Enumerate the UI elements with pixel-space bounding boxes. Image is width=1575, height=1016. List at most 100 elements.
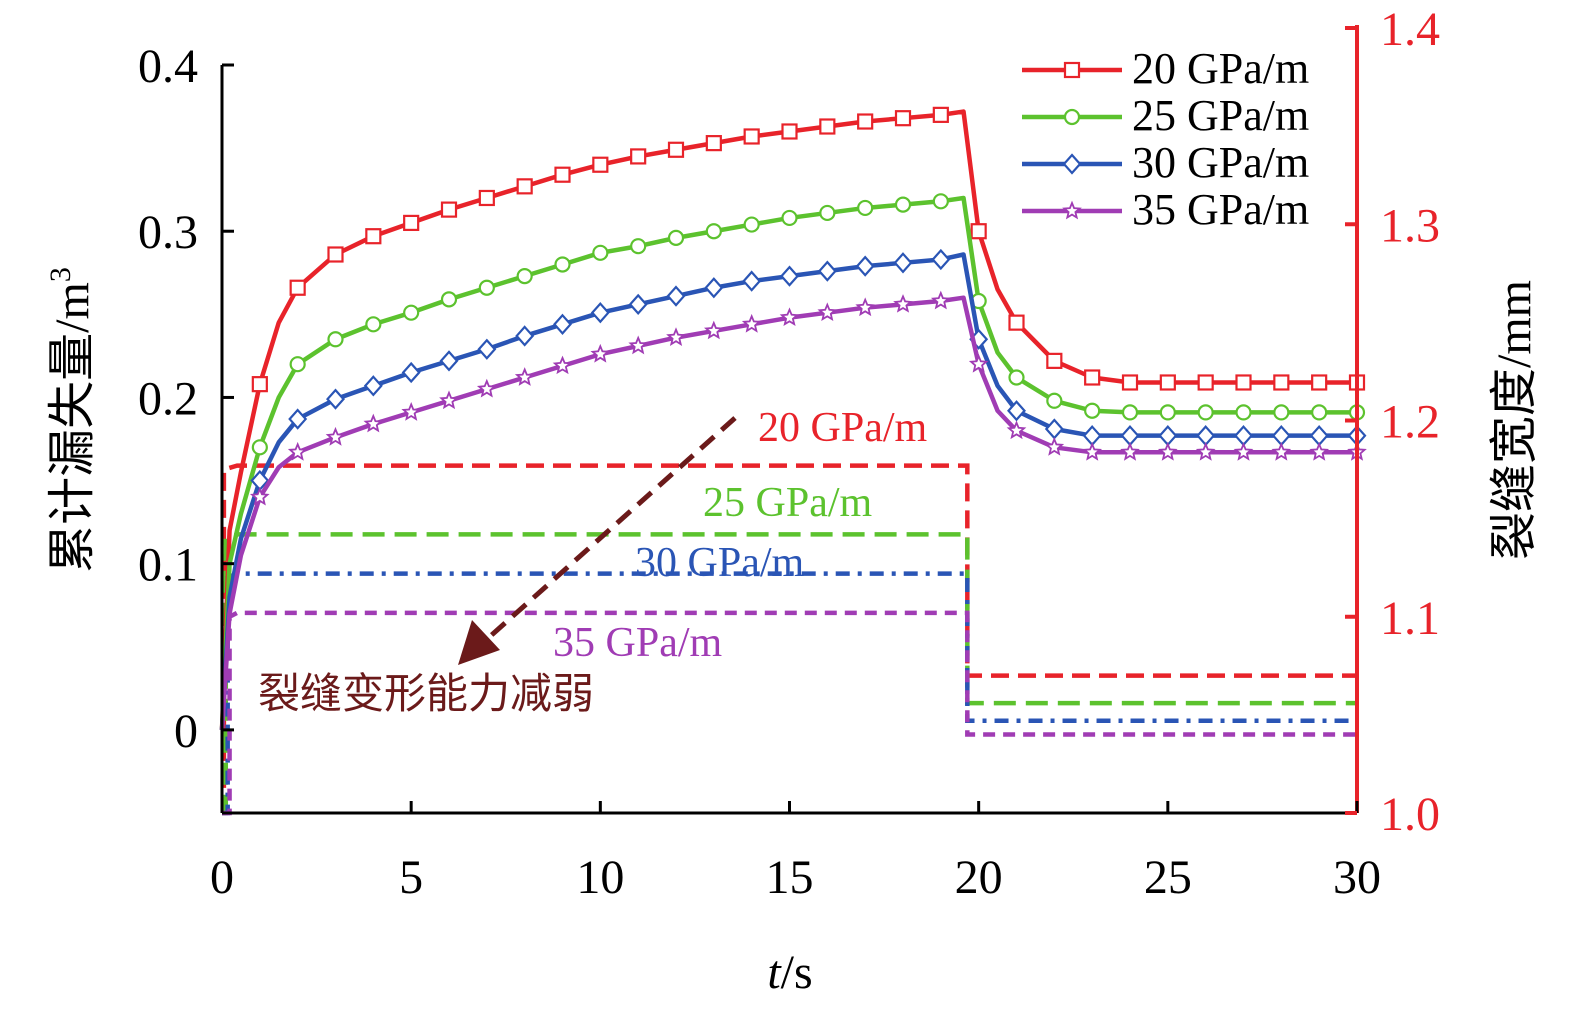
leakage-point-25-16 [705,223,722,240]
leakage-point-20-31 [1197,374,1214,391]
x-tick-label-6: 30 [1333,851,1381,904]
leakage-point-35-14 [628,335,649,355]
leakage-point-35-8 [401,402,422,421]
leakage-point-30-33 [1271,425,1291,447]
leakage-point-35-29 [1120,441,1140,461]
leakage-point-30-31 [1196,425,1216,447]
x-tick-label-1: 5 [399,851,423,904]
leakage-point-35-28 [1082,441,1103,461]
leakage-point-35-32 [1233,441,1254,461]
leakage-point-35-27 [1044,436,1065,456]
leakage-point-30-15 [666,285,686,307]
leakage-point-35-34 [1309,441,1330,461]
legend-marker-30 [1062,153,1082,175]
leakage-point-25-33 [1273,404,1290,421]
x-tick-label-4: 20 [955,851,1003,904]
leakage-point-30-27 [1044,418,1064,440]
ticks: 0 5 10 15 20 25 30 0 0.1 0.2 0.3 0.4 1.0 1.1 1.2 1.3 1.4 [138,3,1440,904]
leakage-point-25-29 [1121,404,1139,421]
width-label-30: 30 GPa/m [635,540,805,586]
leakage-point-35-21 [893,294,913,313]
leakage-point-35-26 [1006,420,1027,440]
leakage-point-20-22 [932,106,949,123]
leakage-point-20-9 [440,201,458,218]
width-label-35: 35 GPa/m [553,620,723,666]
leakage-point-20-30 [1159,374,1176,391]
leakage-point-35-13 [590,343,611,363]
leakage-point-30-20 [855,255,875,277]
legend-label-25: 25 GPa/m [1132,91,1309,140]
leakage-point-20-20 [857,113,874,130]
leakage-point-20-32 [1235,374,1252,391]
leakage-point-30-11 [515,325,535,347]
right-axis-title: 裂缝宽度/mm [1488,280,1541,560]
leakage-point-35-16 [703,320,724,340]
y-right-tick-label-2: 1.2 [1380,396,1440,449]
leakage-point-25-15 [667,229,685,246]
leakage-point-20-7 [365,228,382,245]
leakage-point-25-34 [1311,404,1328,421]
leakage-point-30-28 [1082,425,1102,447]
leakage-point-20-13 [592,156,609,173]
leakage-point-25-3 [251,439,268,456]
leakage-point-35-5 [287,441,308,461]
leakage-point-35-9 [439,390,459,410]
leakage-point-30-9 [439,350,459,372]
leakage-point-25-12 [554,256,571,273]
leakage-point-20-28 [1084,369,1101,386]
leakage-point-20-5 [289,279,306,296]
leakage-point-25-17 [743,216,760,233]
leakage-point-30-22 [931,248,951,271]
leakage-point-30-26 [1007,400,1026,422]
leakage-point-25-9 [440,291,458,308]
x-tick-label-2: 10 [576,851,624,904]
leakage-series-layer [219,106,1367,731]
leakage-point-20-29 [1121,374,1139,391]
legend-label-20: 20 GPa/m [1132,44,1309,93]
trend-arrow-label: 裂缝变形能力减弱 [258,671,594,718]
leakage-point-20-16 [705,135,722,152]
leakage-point-25-31 [1197,404,1214,421]
leakage-point-25-5 [289,356,306,373]
leakage-point-20-14 [630,148,647,165]
legend-swatches [1022,61,1122,220]
leakage-point-35-7 [363,413,384,433]
leakage-point-30-8 [401,361,421,384]
leakage-point-25-14 [630,238,647,255]
leakage-point-20-12 [554,166,571,183]
leakage-point-25-6 [327,331,344,348]
leakage-point-35-11 [514,367,535,386]
leakage-point-20-33 [1273,374,1290,391]
leakage-point-20-21 [894,110,912,127]
leakage-point-20-15 [667,141,685,158]
leakage-point-35-20 [855,297,876,317]
leakage-point-35-33 [1271,441,1292,461]
legend-marker-25 [1063,108,1081,126]
leakage-point-30-5 [288,408,308,430]
y-left-tick-label-1: 0.1 [138,539,198,592]
leakage-point-25-30 [1159,404,1176,421]
leakage-point-35-22 [930,290,951,310]
legend: 20 GPa/m 25 GPa/m 30 GPa/m 35 GPa/m [1022,44,1309,234]
leakage-point-30-12 [553,313,572,335]
leakage-point-35-10 [476,378,497,398]
leakage-point-20-26 [1008,314,1025,331]
leakage-point-25-11 [516,268,533,285]
leakage-point-30-14 [628,293,648,316]
leakage-point-25-8 [403,304,420,321]
leakage-point-25-32 [1235,404,1252,421]
legend-marker-20 [1063,61,1081,79]
y-right-tick-label-4: 1.4 [1380,3,1440,56]
leakage-point-25-22 [932,193,949,210]
leakage-point-35-18 [779,307,800,326]
x-tick-label-5: 25 [1144,851,1192,904]
leakage-point-30-10 [477,338,497,360]
leakage-point-20-8 [403,214,420,232]
leakage-point-30-19 [817,260,837,282]
leakage-line-35 [219,295,1357,731]
leakage-point-20-3 [251,376,268,393]
leakage-point-30-30 [1158,425,1178,447]
leakage-point-20-19 [819,118,836,135]
leakage-point-20-27 [1046,352,1063,369]
